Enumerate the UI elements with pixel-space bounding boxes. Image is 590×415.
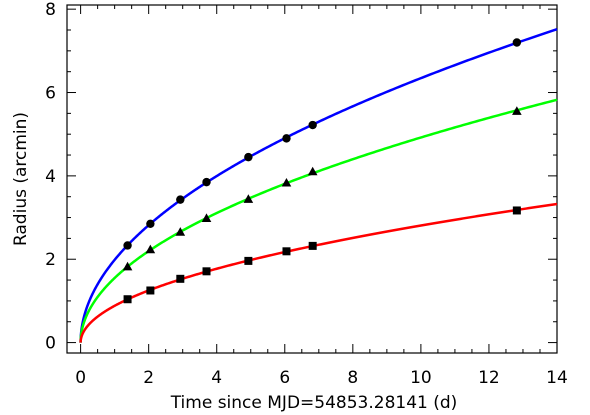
circle-marker (282, 134, 291, 143)
circle-marker (308, 120, 317, 130)
fit-curve (79, 28, 558, 343)
fit-curves (79, 28, 558, 343)
y-tick-label: 0 (45, 334, 56, 354)
data-markers (122, 38, 522, 304)
triangle-marker (243, 194, 254, 203)
square-marker (244, 256, 253, 265)
square-marker (176, 274, 185, 283)
circle-marker (202, 177, 211, 187)
square-marker (282, 247, 291, 256)
triangle-marker (175, 227, 186, 236)
triangle-marker (201, 213, 212, 222)
x-tick-label: 12 (478, 368, 500, 388)
x-tick-label: 10 (410, 368, 432, 388)
triangle-marker (281, 177, 292, 187)
circle-marker (176, 195, 185, 204)
y-tick-label: 4 (45, 167, 56, 187)
circle-marker (123, 241, 132, 250)
fit-curve (79, 98, 558, 343)
circle-marker (244, 152, 253, 162)
triangle-marker (307, 166, 318, 176)
square-marker (123, 295, 132, 304)
x-tick-label: 6 (279, 368, 290, 388)
triangle-marker (512, 106, 522, 115)
square-marker (202, 267, 211, 276)
square-marker (146, 286, 155, 295)
square-marker (512, 206, 521, 215)
circle-marker (146, 219, 155, 229)
y-tick-label: 2 (45, 250, 56, 270)
triangle-marker (145, 244, 156, 254)
x-tick-label: 8 (347, 368, 358, 388)
square-marker (308, 241, 317, 250)
x-axis-label: Time since MJD=54853.28141 (d) (170, 393, 458, 413)
y-tick-label: 6 (45, 84, 56, 104)
ticks: 0 2 4 6 8 10 12 14 0 2 4 6 8 (45, 0, 568, 388)
x-tick-label: 14 (546, 368, 568, 388)
x-tick-label: 0 (75, 368, 86, 388)
x-tick-label: 2 (143, 368, 154, 388)
plot-frame (66, 4, 558, 354)
triangle-marker (122, 261, 133, 271)
y-tick-label: 8 (45, 0, 56, 20)
x-tick-label: 4 (211, 368, 222, 388)
circle-marker (512, 38, 522, 47)
y-axis-label: Radius (arcmin) (11, 112, 31, 246)
